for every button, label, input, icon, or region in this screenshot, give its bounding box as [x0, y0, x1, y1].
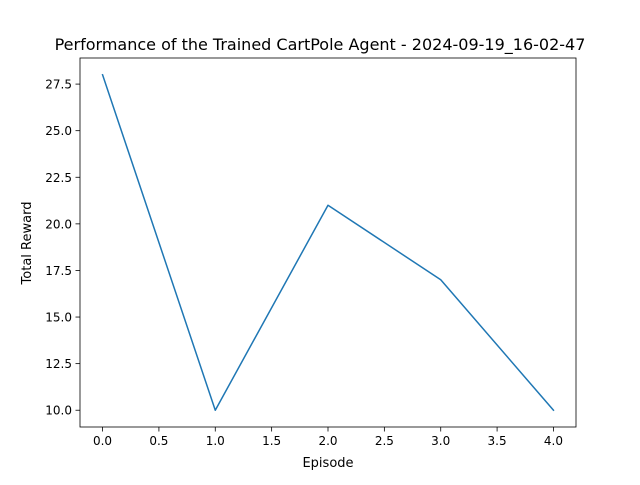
x-tick-label: 3.0: [431, 434, 450, 448]
x-tick-label: 0.5: [149, 434, 168, 448]
plot-area: 0.0 0.5 1.0 1.5 2.0 2.5 3.0 3.5 4.0 10.0 12.5 15.0 1…: [45, 57, 577, 448]
y-tick-label: 17.5: [45, 264, 72, 278]
x-tick-label: 2.0: [318, 434, 337, 448]
y-tick-label: 22.5: [45, 171, 72, 185]
x-tick-label: 1.0: [206, 434, 225, 448]
x-tick-label: 2.5: [375, 434, 394, 448]
x-tick-label: 4.0: [544, 434, 563, 448]
x-tick-label: 3.5: [488, 434, 507, 448]
y-axis-label: Total Reward: [20, 202, 35, 286]
x-axis-label: Episode: [302, 456, 353, 471]
y-tick-label: 25.0: [45, 124, 72, 138]
x-tick-label: 1.5: [262, 434, 281, 448]
y-tick-label: 15.0: [45, 311, 72, 325]
series-line-0: [101, 73, 555, 412]
y-tick-label: 12.5: [45, 357, 72, 371]
y-tick-label: 20.0: [45, 217, 72, 231]
x-tick-label: 0.0: [93, 434, 112, 448]
chart-title: Performance of the Trained CartPole Agen…: [55, 35, 586, 55]
y-tick-label: 27.5: [45, 78, 72, 92]
y-tick-label: 10.0: [45, 404, 72, 418]
